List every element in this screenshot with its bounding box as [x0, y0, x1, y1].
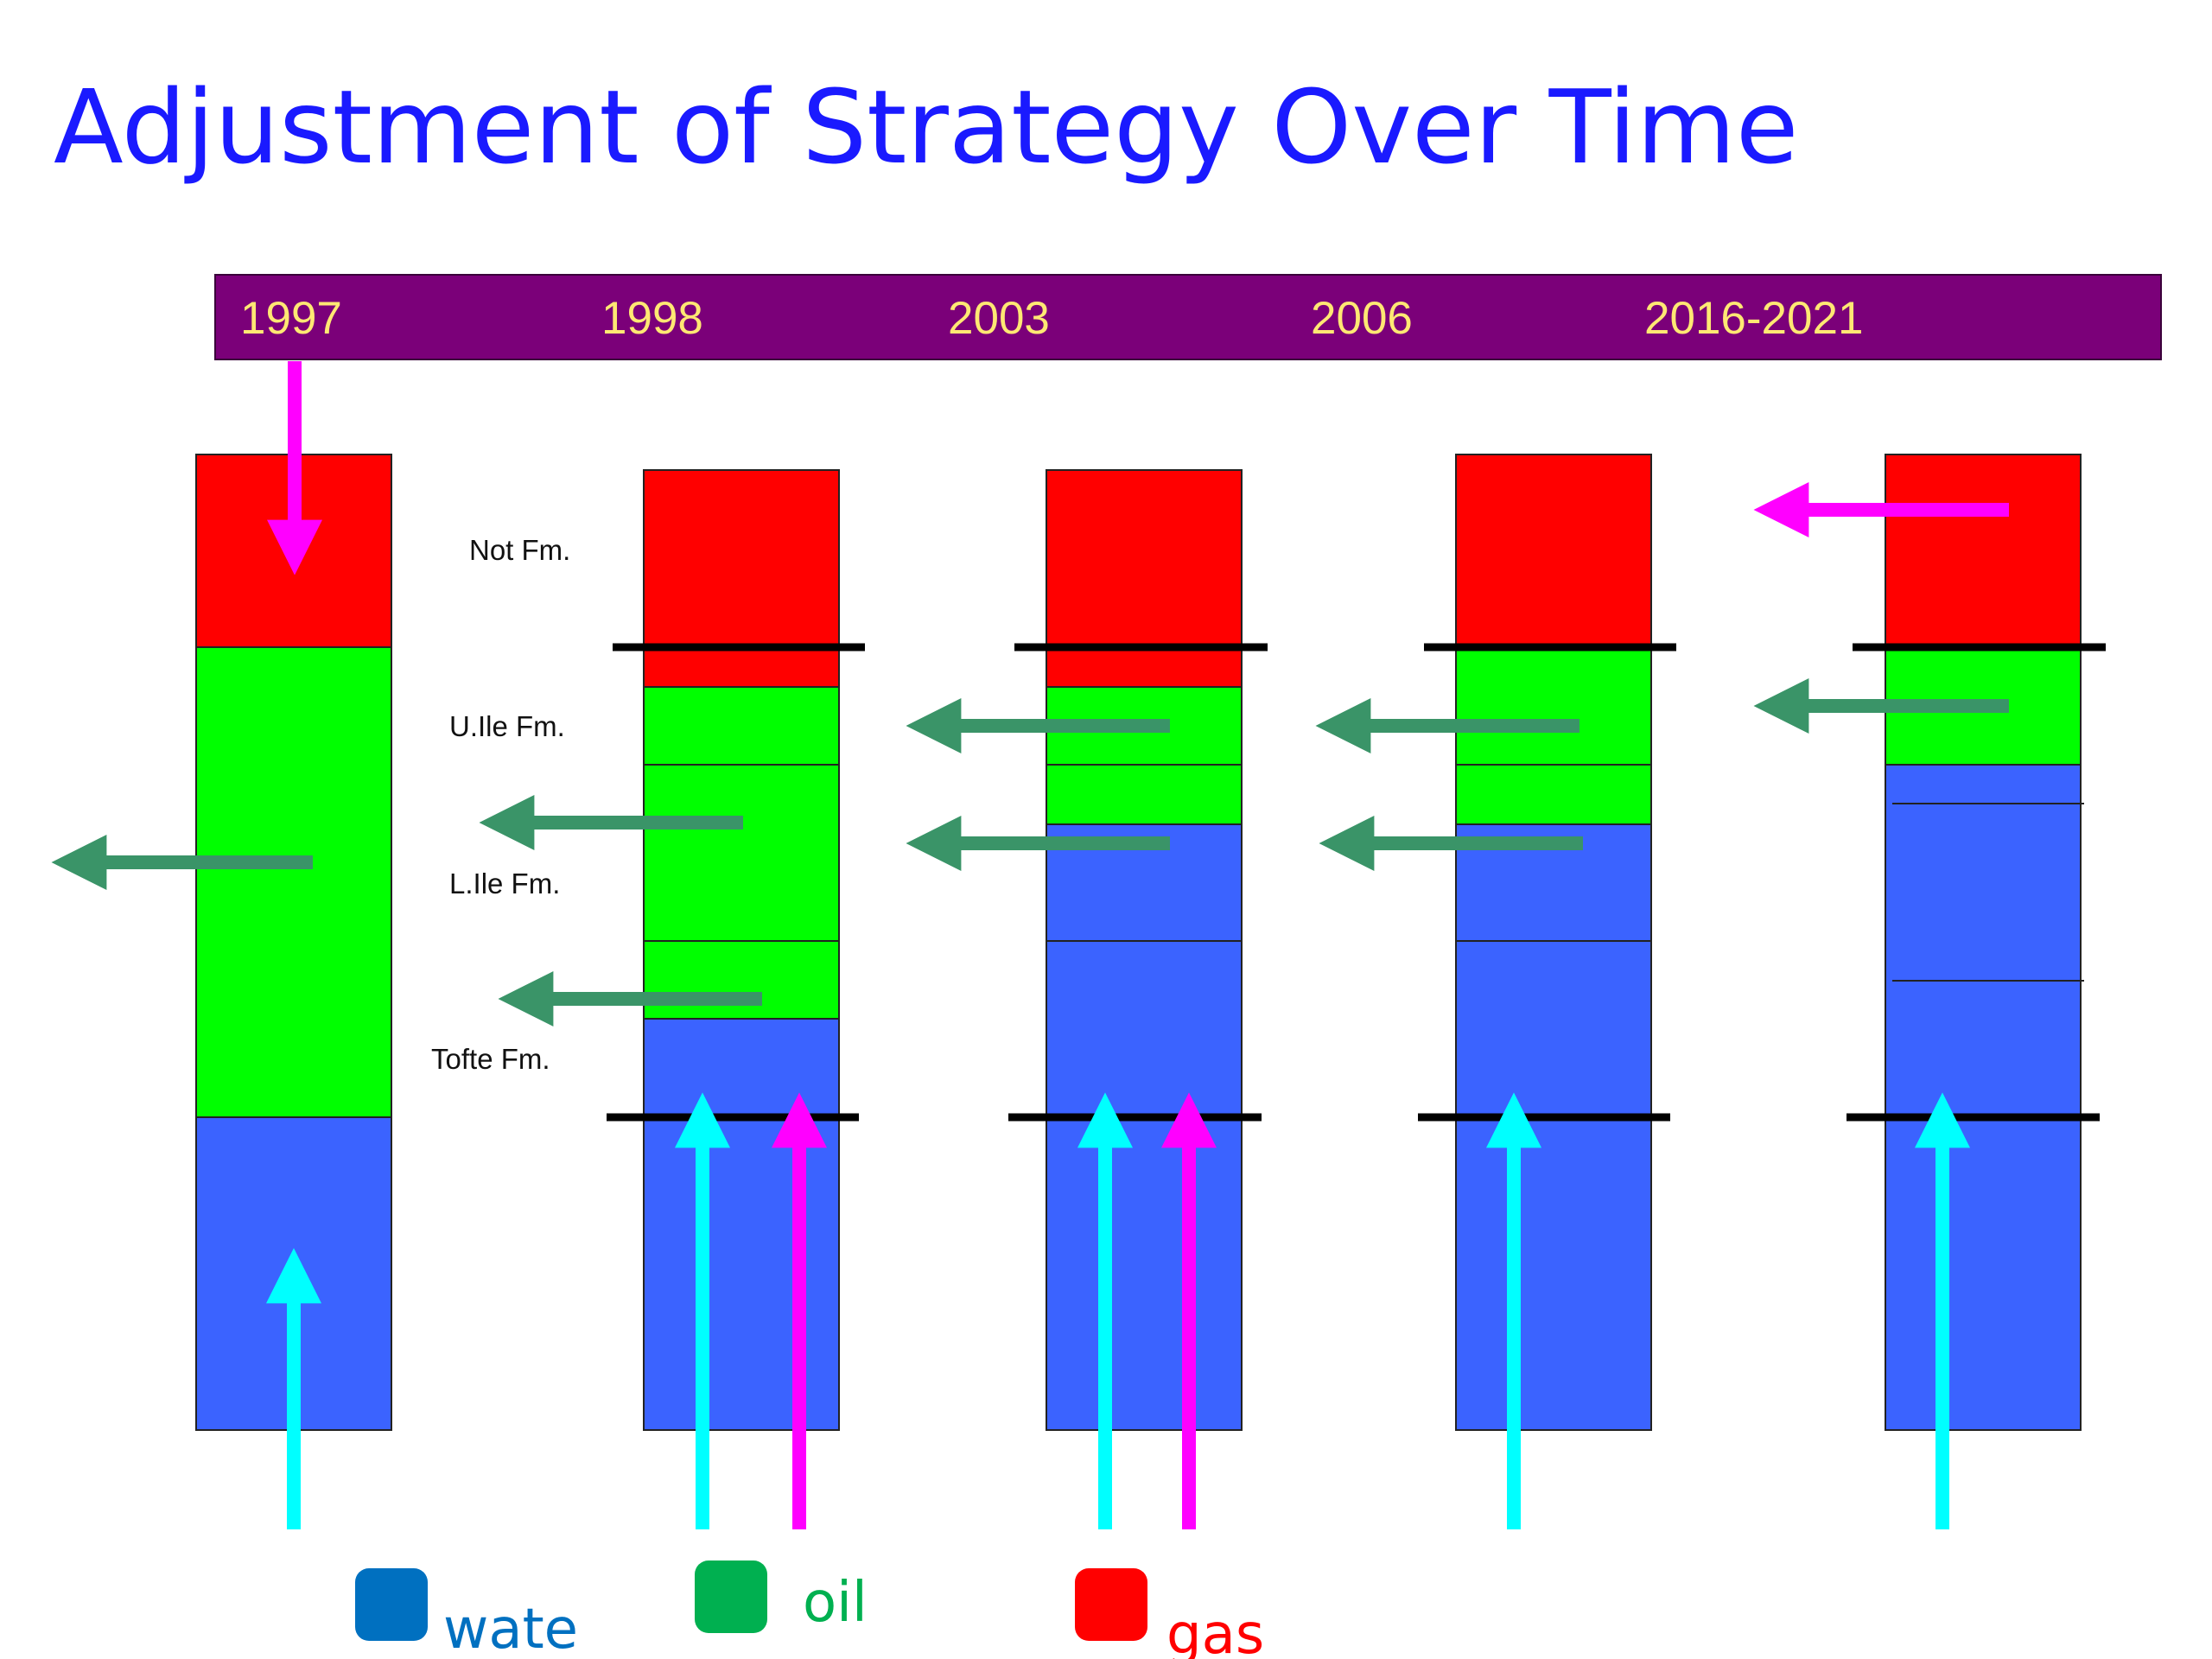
oil-zone [1455, 646, 1652, 825]
legend-label-oil: oil [803, 1571, 868, 1635]
column-2003 [1046, 469, 1243, 1431]
year-2003: 2003 [948, 293, 1050, 344]
formation-label-lile: L.Ile Fm. [449, 868, 560, 899]
gas-zone [643, 469, 840, 688]
oil-zone [643, 686, 840, 1020]
formation-label-not: Not Fm. [469, 534, 570, 566]
column-1998 [643, 469, 840, 1431]
legend-swatch-oil [695, 1560, 767, 1633]
page-title: Adjustment of Strategy Over Time [54, 67, 1798, 187]
oil-zone [195, 646, 392, 1118]
gas-zone [1455, 454, 1652, 648]
water-zone [1046, 823, 1243, 1431]
column-2006 [1455, 454, 1652, 1431]
year-1997: 1997 [240, 293, 342, 344]
water-zone [1455, 823, 1652, 1431]
legend: wate oil gas [355, 1560, 1264, 1659]
legend-label-water: wate [443, 1598, 578, 1659]
legend-label-gas: gas [1166, 1603, 1264, 1659]
legend-swatch-water [355, 1568, 428, 1641]
year-1998: 1998 [601, 293, 703, 344]
gas-zone [1885, 454, 2082, 648]
formation-label-tofte: Tofte Fm. [431, 1043, 550, 1075]
water-injection-arrows [266, 1092, 1970, 1529]
timeline-bar [214, 274, 2162, 360]
oil-zone [1046, 686, 1243, 825]
year-2006: 2006 [1311, 293, 1413, 344]
gas-injection-arrows [267, 361, 2009, 1529]
water-zone [1885, 764, 2082, 1431]
water-zone [643, 1018, 840, 1431]
gas-zone [1046, 469, 1243, 688]
year-2016-2021: 2016-2021 [1644, 293, 1863, 344]
formation-label-uile: U.Ile Fm. [449, 710, 565, 742]
oil-production-arrows [51, 678, 2009, 1027]
column-2016-2021 [1885, 454, 2084, 1431]
legend-swatch-gas [1075, 1568, 1147, 1641]
